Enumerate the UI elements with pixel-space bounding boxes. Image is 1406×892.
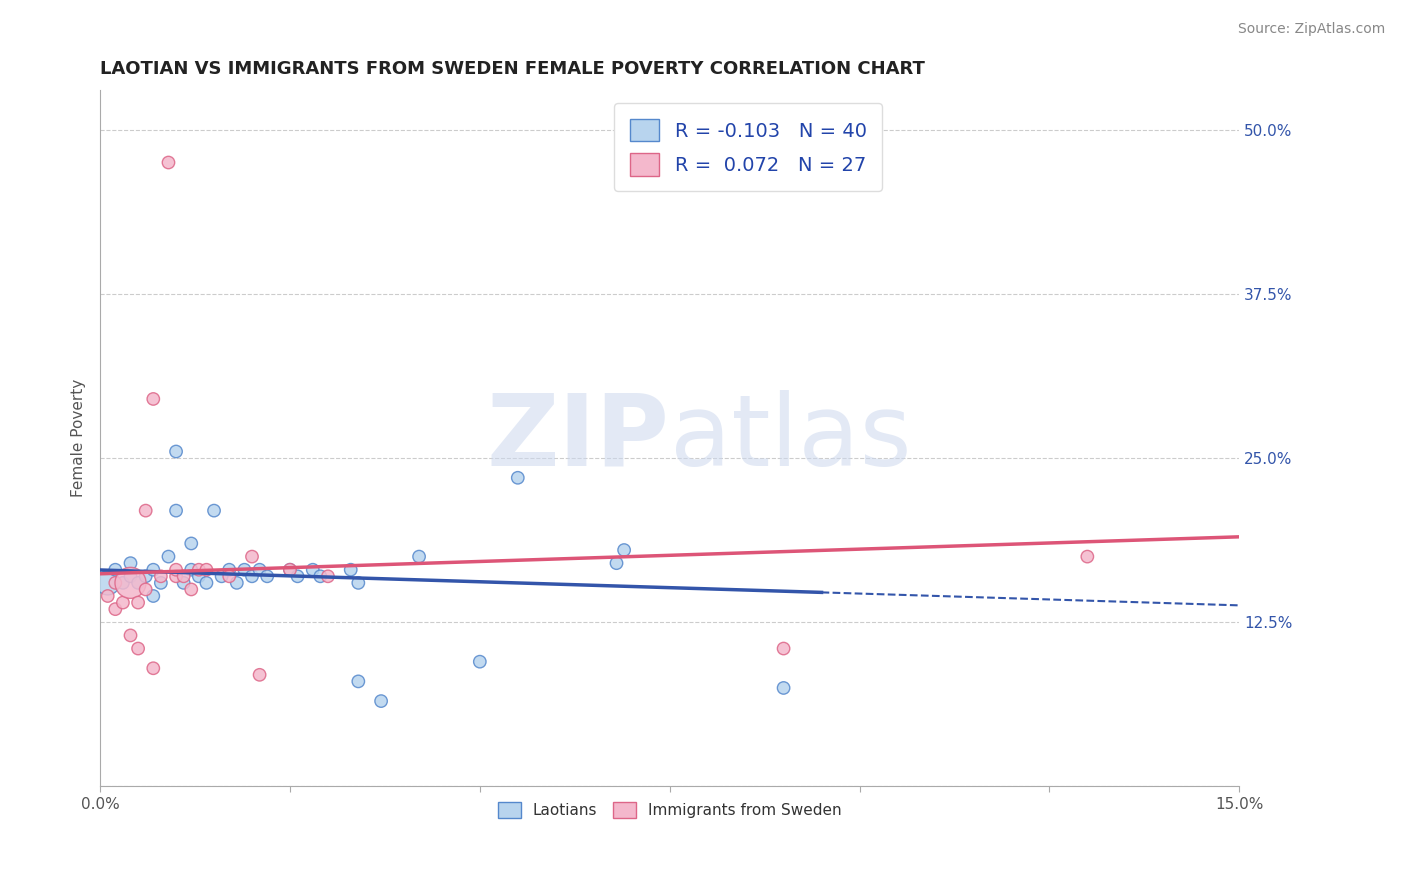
- Point: [135, 569, 157, 583]
- Point: [165, 503, 187, 517]
- Point: [104, 575, 127, 590]
- Point: [240, 549, 263, 564]
- Point: [772, 681, 794, 695]
- Point: [309, 569, 332, 583]
- Point: [120, 569, 142, 583]
- Point: [613, 543, 636, 558]
- Point: [142, 661, 165, 675]
- Point: [187, 569, 209, 583]
- Point: [218, 563, 240, 577]
- Point: [104, 563, 127, 577]
- Point: [97, 589, 120, 603]
- Point: [135, 503, 157, 517]
- Point: [506, 471, 529, 485]
- Point: [142, 392, 165, 406]
- Point: [1076, 549, 1098, 564]
- Point: [278, 563, 301, 577]
- Point: [316, 569, 339, 583]
- Point: [240, 569, 263, 583]
- Point: [347, 575, 370, 590]
- Point: [127, 575, 149, 590]
- Point: [127, 641, 149, 656]
- Point: [111, 596, 134, 610]
- Point: [173, 575, 195, 590]
- Point: [278, 563, 301, 577]
- Point: [339, 563, 361, 577]
- Point: [211, 569, 233, 583]
- Point: [149, 575, 172, 590]
- Point: [149, 569, 172, 583]
- Legend: Laotians, Immigrants from Sweden: Laotians, Immigrants from Sweden: [492, 796, 848, 824]
- Point: [180, 582, 202, 597]
- Point: [180, 536, 202, 550]
- Point: [157, 549, 180, 564]
- Point: [233, 563, 256, 577]
- Point: [165, 444, 187, 458]
- Point: [180, 563, 202, 577]
- Point: [142, 589, 165, 603]
- Point: [772, 641, 794, 656]
- Point: [111, 575, 134, 590]
- Point: [347, 674, 370, 689]
- Point: [605, 556, 627, 570]
- Point: [173, 569, 195, 583]
- Point: [202, 503, 225, 517]
- Point: [97, 575, 120, 590]
- Point: [218, 569, 240, 583]
- Point: [225, 575, 247, 590]
- Point: [468, 655, 491, 669]
- Text: Source: ZipAtlas.com: Source: ZipAtlas.com: [1237, 22, 1385, 37]
- Point: [256, 569, 278, 583]
- Text: ZIP: ZIP: [486, 390, 669, 487]
- Point: [157, 155, 180, 169]
- Point: [195, 563, 218, 577]
- Point: [120, 556, 142, 570]
- Point: [127, 596, 149, 610]
- Text: atlas: atlas: [669, 390, 911, 487]
- Point: [135, 582, 157, 597]
- Point: [408, 549, 430, 564]
- Point: [142, 563, 165, 577]
- Point: [301, 563, 323, 577]
- Point: [165, 569, 187, 583]
- Point: [249, 668, 271, 682]
- Point: [370, 694, 392, 708]
- Point: [165, 563, 187, 577]
- Point: [195, 575, 218, 590]
- Point: [187, 563, 209, 577]
- Text: LAOTIAN VS IMMIGRANTS FROM SWEDEN FEMALE POVERTY CORRELATION CHART: LAOTIAN VS IMMIGRANTS FROM SWEDEN FEMALE…: [100, 60, 925, 78]
- Point: [120, 575, 142, 590]
- Point: [104, 602, 127, 616]
- Point: [120, 628, 142, 642]
- Point: [287, 569, 309, 583]
- Y-axis label: Female Poverty: Female Poverty: [72, 379, 86, 498]
- Point: [249, 563, 271, 577]
